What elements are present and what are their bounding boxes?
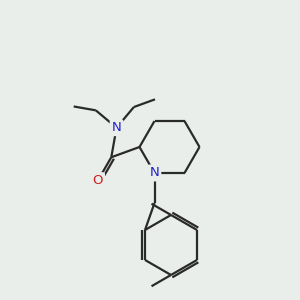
Text: O: O (93, 174, 103, 187)
Text: N: N (150, 167, 159, 179)
Text: N: N (112, 121, 122, 134)
